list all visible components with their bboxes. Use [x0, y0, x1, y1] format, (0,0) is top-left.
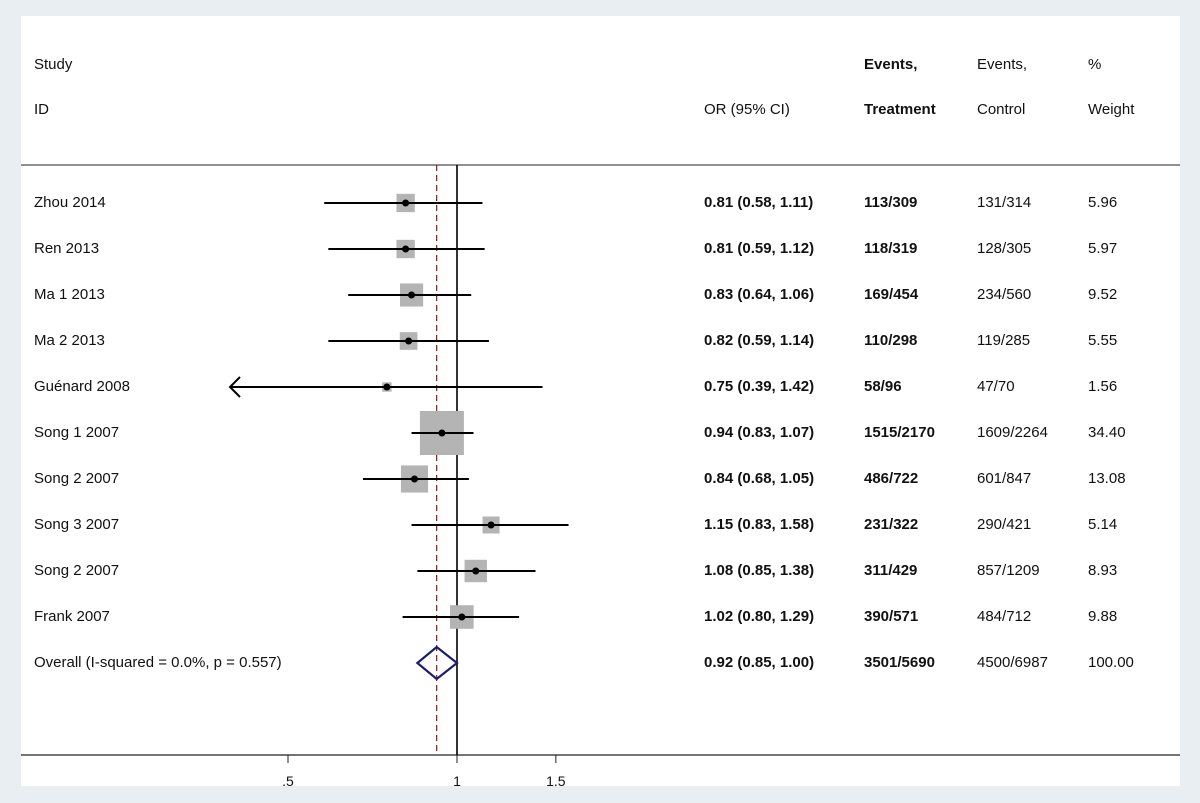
point-estimate: [487, 521, 495, 529]
events-control: 128/305: [977, 240, 1032, 257]
header-weight-2: Weight: [1088, 101, 1135, 118]
header-events-control-2: Control: [977, 101, 1026, 118]
point-estimate: [402, 199, 410, 207]
header-id: ID: [34, 101, 49, 118]
x-tick-label: 1: [453, 773, 461, 789]
overall-diamond: [415, 645, 459, 681]
or-ci-value: 0.84 (0.68, 1.05): [704, 470, 815, 487]
or-ci-value: 1.15 (0.83, 1.58): [704, 516, 815, 533]
weight-value: 1.56: [1088, 378, 1118, 395]
x-tick-label: .5: [282, 773, 294, 789]
study-id: Song 2 2007: [34, 562, 120, 579]
events-control: 484/712: [977, 608, 1032, 625]
weight-value: 5.96: [1088, 194, 1118, 211]
study-id: Song 1 2007: [34, 424, 120, 441]
point-estimate: [402, 245, 410, 253]
weight-value: 34.40: [1088, 424, 1126, 441]
events-control: 131/314: [977, 194, 1032, 211]
overall-weight: 100.00: [1088, 654, 1134, 671]
events-treatment: 390/571: [864, 608, 919, 625]
header-events-control-1: Events,: [977, 56, 1028, 73]
point-estimate: [410, 475, 418, 483]
weight-value: 5.55: [1088, 332, 1118, 349]
or-ci-value: 0.82 (0.59, 1.14): [704, 332, 815, 349]
ci-truncation-arrow: [228, 376, 241, 398]
header-events-treatment-2: Treatment: [864, 101, 936, 118]
events-control: 290/421: [977, 516, 1032, 533]
or-ci-value: 1.08 (0.85, 1.38): [704, 562, 815, 579]
point-estimate: [383, 383, 391, 391]
study-id: Song 3 2007: [34, 516, 120, 533]
overall-or-ci: 0.92 (0.85, 1.00): [704, 654, 815, 671]
events-treatment: 311/429: [864, 562, 918, 579]
point-estimate: [408, 291, 416, 299]
study-id: Song 2 2007: [34, 470, 120, 487]
or-ci-value: 0.81 (0.58, 1.11): [704, 194, 814, 211]
weight-value: 8.93: [1088, 562, 1118, 579]
events-control: 47/70: [977, 378, 1015, 395]
or-ci-value: 0.81 (0.59, 1.12): [704, 240, 815, 257]
header-or-ci: OR (95% CI): [704, 101, 790, 118]
events-control: 601/847: [977, 470, 1032, 487]
study-id: Ma 1 2013: [34, 286, 105, 303]
header-study: Study: [34, 56, 73, 73]
events-treatment: 486/722: [864, 470, 919, 487]
events-control: 119/285: [977, 332, 1031, 349]
events-control: 857/1209: [977, 562, 1040, 579]
or-ci-value: 0.75 (0.39, 1.42): [704, 378, 815, 395]
header-events-treatment-1: Events,: [864, 56, 918, 73]
study-id: Ren 2013: [34, 240, 100, 257]
weight-value: 5.97: [1088, 240, 1118, 257]
events-treatment: 58/96: [864, 378, 902, 395]
overall-events-treatment: 3501/5690: [864, 654, 935, 671]
weight-value: 9.88: [1088, 608, 1118, 625]
weight-value: 9.52: [1088, 286, 1118, 303]
point-estimate: [438, 429, 446, 437]
events-treatment: 169/454: [864, 286, 919, 303]
events-treatment: 1515/2170: [864, 424, 935, 441]
study-id: Frank 2007: [34, 608, 110, 625]
weight-value: 13.08: [1088, 470, 1126, 487]
study-id: Ma 2 2013: [34, 332, 105, 349]
or-ci-value: 0.94 (0.83, 1.07): [704, 424, 815, 441]
point-estimate: [472, 567, 480, 575]
or-ci-value: 1.02 (0.80, 1.29): [704, 608, 815, 625]
overall-events-control: 4500/6987: [977, 654, 1048, 671]
events-treatment: 231/322: [864, 516, 919, 533]
events-control: 1609/2264: [977, 424, 1048, 441]
events-treatment: 113/309: [864, 194, 918, 211]
overall-label: Overall (I-squared = 0.0%, p = 0.557): [34, 654, 282, 671]
header-weight-1: %: [1088, 56, 1102, 73]
study-id: Guénard 2008: [34, 378, 130, 395]
events-control: 234/560: [977, 286, 1032, 303]
point-estimate: [405, 337, 413, 345]
weight-value: 5.14: [1088, 516, 1118, 533]
events-treatment: 110/298: [864, 332, 918, 349]
point-estimate: [458, 613, 466, 621]
events-treatment: 118/319: [864, 240, 918, 257]
study-id: Zhou 2014: [34, 194, 106, 211]
or-ci-value: 0.83 (0.64, 1.06): [704, 286, 815, 303]
forest-plot-panel: [21, 16, 1180, 786]
x-tick-label: 1.5: [546, 773, 566, 789]
